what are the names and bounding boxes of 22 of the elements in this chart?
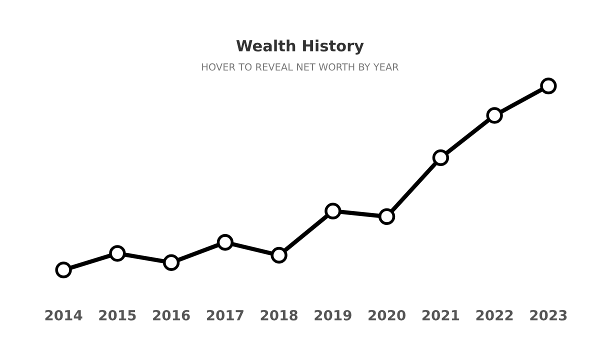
- chart-subtitle: HOVER TO REVEAL NET WORTH BY YEAR: [202, 63, 399, 71]
- x-tick-label: 2017: [206, 310, 244, 320]
- x-tick-label: 2019: [314, 310, 352, 320]
- x-tick-label: 2022: [476, 310, 513, 320]
- point: [270, 246, 288, 264]
- x-tick-label: 2018: [260, 310, 298, 320]
- point: [540, 78, 557, 94]
- point: [432, 149, 450, 166]
- chart-title: Wealth History: [236, 40, 364, 55]
- x-tick-label: 2020: [368, 310, 406, 320]
- point: [216, 234, 234, 251]
- x-tick-label: 2016: [153, 310, 190, 320]
- point: [324, 202, 342, 220]
- x-tick-label: 2014: [45, 310, 82, 320]
- x-tick-label: 2015: [99, 310, 136, 320]
- point: [486, 107, 503, 124]
- point: [109, 245, 126, 262]
- point: [162, 254, 180, 271]
- point: [55, 262, 72, 278]
- x-tick-label: 2021: [422, 310, 460, 320]
- point: [378, 208, 396, 225]
- x-tick-label: 2023: [530, 310, 567, 320]
